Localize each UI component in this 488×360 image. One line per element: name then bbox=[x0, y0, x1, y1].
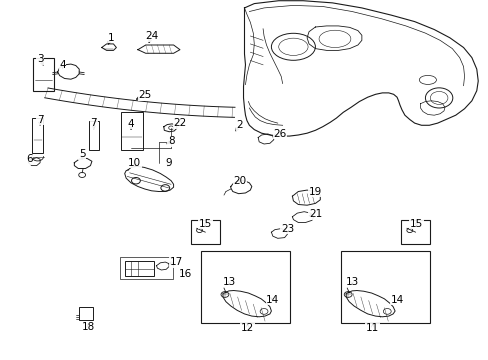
Text: 11: 11 bbox=[365, 323, 379, 333]
Bar bbox=[190, 220, 220, 244]
Text: 17: 17 bbox=[169, 257, 183, 267]
Bar bbox=[79, 307, 93, 320]
Bar bbox=[400, 220, 429, 244]
Text: 4: 4 bbox=[127, 119, 134, 129]
Text: 14: 14 bbox=[389, 294, 403, 305]
Text: 25: 25 bbox=[138, 90, 151, 100]
Text: 18: 18 bbox=[81, 322, 95, 332]
Bar bbox=[32, 118, 43, 153]
Text: 12: 12 bbox=[240, 323, 254, 333]
Text: 16: 16 bbox=[179, 269, 192, 279]
Text: 7: 7 bbox=[90, 118, 97, 128]
Text: 23: 23 bbox=[280, 224, 294, 234]
Text: 5: 5 bbox=[79, 149, 85, 159]
Bar bbox=[120, 257, 172, 279]
Bar bbox=[33, 58, 54, 91]
Text: 6: 6 bbox=[26, 154, 33, 164]
Text: 15: 15 bbox=[409, 219, 423, 229]
Text: 20: 20 bbox=[233, 176, 245, 186]
Text: 2: 2 bbox=[236, 120, 243, 130]
Text: 26: 26 bbox=[272, 129, 286, 139]
Text: 4: 4 bbox=[59, 60, 66, 70]
Text: 1: 1 bbox=[108, 33, 115, 43]
Bar bbox=[121, 112, 142, 150]
Text: 8: 8 bbox=[167, 136, 174, 146]
Text: 7: 7 bbox=[37, 114, 43, 125]
Text: 22: 22 bbox=[173, 118, 186, 128]
Text: 10: 10 bbox=[128, 158, 141, 168]
Bar bbox=[201, 251, 290, 323]
Text: 24: 24 bbox=[144, 31, 158, 41]
Bar bbox=[89, 121, 99, 150]
Text: 21: 21 bbox=[308, 209, 322, 219]
Text: 15: 15 bbox=[198, 219, 212, 229]
Text: 9: 9 bbox=[165, 158, 172, 168]
Bar bbox=[124, 261, 154, 276]
Text: 13: 13 bbox=[223, 276, 236, 287]
Text: 14: 14 bbox=[265, 294, 279, 305]
Bar bbox=[341, 251, 429, 323]
Text: 3: 3 bbox=[37, 54, 43, 64]
Text: 13: 13 bbox=[345, 276, 358, 287]
Text: 19: 19 bbox=[308, 186, 322, 197]
